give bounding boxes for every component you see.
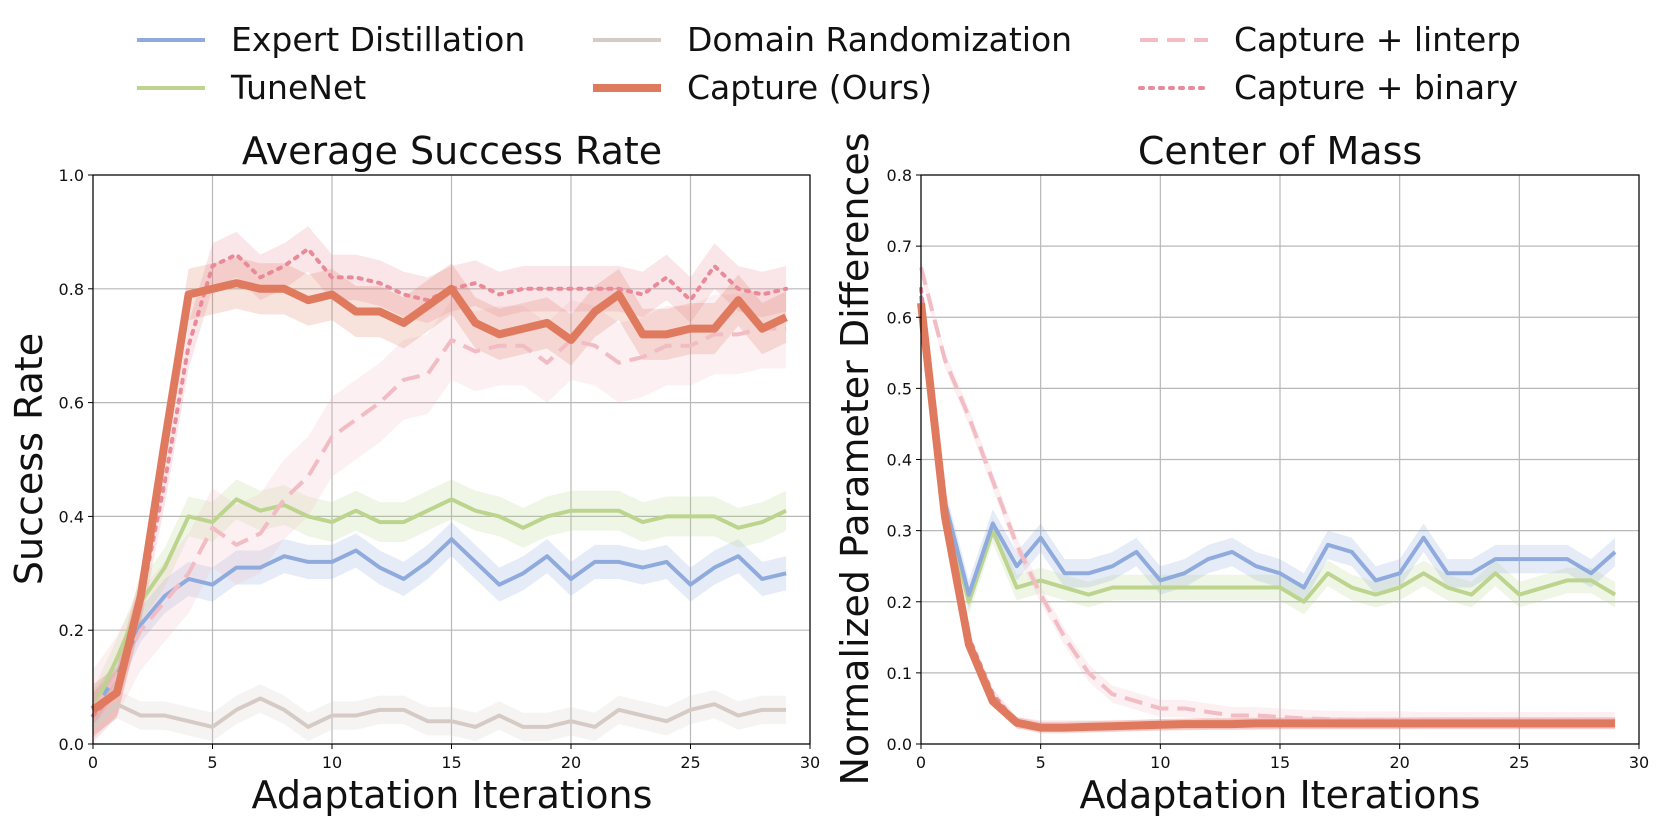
y-axis-label-left: Success Rate — [7, 333, 51, 585]
x-tick-label: 25 — [1509, 753, 1529, 772]
y-tick-label: 1.0 — [59, 166, 84, 185]
series-line-expert-distillation — [919, 295, 1617, 597]
y-tick-label: 0.0 — [59, 735, 84, 754]
tick-labels: 0 5 10 15 20 25 30 0.0 0.1 0.2 0.3 0.4 0.5 0.6 0.7 0.8 — [887, 166, 1650, 772]
success-rate-chart: Average Success Rate 0 5 10 15 20 25 300.00.20… — [7, 129, 820, 817]
x-tick-label: 30 — [800, 753, 820, 772]
series-lines — [90, 246, 789, 729]
x-tick-label: 5 — [1036, 753, 1046, 772]
x-axis-label-left: Adaptation Iterations — [252, 773, 653, 817]
y-tick-label: 0.6 — [59, 394, 84, 413]
legend-label: Capture + binary — [1234, 68, 1518, 107]
legend-label: Domain Randomization — [687, 20, 1072, 59]
y-tick-label: 0.4 — [59, 507, 84, 526]
center-of-mass-chart: Center of Mass 0 5 10 15 20 25 300.00.10.20.30… — [833, 129, 1649, 817]
x-tick-label: 20 — [1389, 753, 1409, 772]
y-tick-label: 0.5 — [887, 379, 912, 398]
band-tunenet — [93, 479, 787, 730]
x-tick-label: 25 — [680, 753, 700, 772]
x-tick-label: 10 — [322, 753, 342, 772]
grid-lines — [920, 174, 1640, 745]
x-tick-label: 15 — [441, 753, 461, 772]
y-tick-label: 0.2 — [59, 621, 84, 640]
series-line-tunenet — [919, 302, 1617, 604]
legend-item-domain-randomization: Domain Randomization — [593, 20, 1072, 59]
x-tick-label: 15 — [1270, 753, 1290, 772]
plot-frame — [920, 174, 1640, 745]
y-tick-label: 0.3 — [887, 522, 912, 541]
y-axis-label-right: Normalized Parameter Differences — [833, 132, 877, 785]
chart-title-com: Center of Mass — [1138, 129, 1422, 173]
y-tick-label: 0.0 — [887, 735, 912, 754]
series-line-capture-binary — [91, 246, 789, 718]
band-capture-binary — [93, 226, 787, 739]
legend-label: Expert Distillation — [231, 20, 525, 59]
band-capture-ours — [921, 297, 1616, 734]
confidence-bands — [93, 226, 787, 744]
y-tick-label: 0.4 — [887, 451, 912, 470]
chart-title-success: Average Success Rate — [242, 129, 662, 173]
series-line-capture-linterp — [91, 326, 787, 712]
band-capture-linterp — [921, 258, 1616, 730]
series-line-capture-linterp — [919, 266, 1616, 723]
legend-item-tunenet: TuneNet — [137, 68, 366, 107]
tick-labels: 0 5 10 15 20 25 30 0.0 0.2 0.4 0.6 0.8 1.0 — [59, 166, 821, 772]
series-line-capture-ours — [90, 279, 788, 714]
band-tunenet — [921, 290, 1616, 615]
confidence-bands — [921, 258, 1616, 734]
y-tick-label: 0.6 — [887, 308, 912, 327]
series-line-domain-randomization — [91, 696, 787, 729]
series-lines — [917, 266, 1618, 732]
legend-item-capture-linterp: Capture + linterp — [1140, 20, 1521, 59]
plot-frame — [92, 174, 811, 745]
x-tick-label: 0 — [916, 753, 926, 772]
y-tick-label: 0.2 — [887, 593, 912, 612]
x-axis-label-right: Adaptation Iterations — [1080, 773, 1481, 817]
series-line-capture-binary — [919, 286, 1618, 729]
y-tick-label: 0.8 — [887, 166, 912, 185]
y-tick-label: 0.1 — [887, 664, 912, 683]
series-line-tunenet — [91, 497, 787, 711]
legend-label: Capture (Ours) — [687, 68, 932, 107]
x-tick-label: 5 — [207, 753, 217, 772]
legend-label: TuneNet — [230, 68, 366, 107]
legend: Expert Distillation Domain Randomization C… — [137, 20, 1521, 107]
legend-item-capture-binary: Capture + binary — [1138, 68, 1518, 107]
x-tick-label: 10 — [1150, 753, 1170, 772]
x-tick-label: 30 — [1629, 753, 1649, 772]
band-expert-distillation — [93, 522, 787, 727]
legend-item-capture-ours: Capture (Ours) — [593, 68, 932, 107]
band-domain-randomization — [93, 684, 787, 742]
legend-item-expert-distillation: Expert Distillation — [137, 20, 525, 59]
band-capture-binary — [921, 283, 1616, 732]
x-tick-label: 0 — [88, 753, 98, 772]
y-tick-label: 0.8 — [59, 280, 84, 299]
series-line-expert-distillation — [91, 537, 787, 712]
x-tick-label: 20 — [561, 753, 581, 772]
series-line-capture-ours — [917, 302, 1616, 732]
y-tick-label: 0.7 — [887, 237, 912, 256]
band-capture-ours — [93, 257, 787, 736]
legend-label: Capture + linterp — [1234, 20, 1521, 59]
